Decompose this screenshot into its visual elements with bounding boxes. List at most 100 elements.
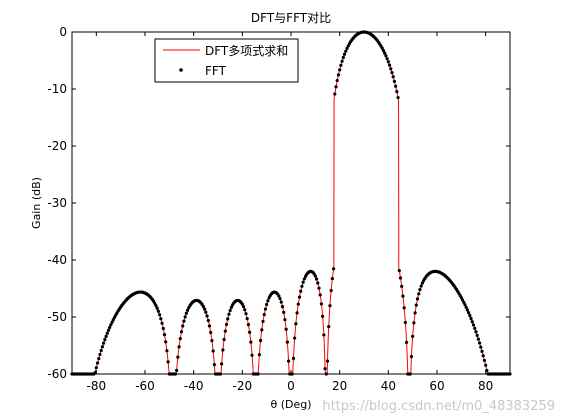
fft-data-point xyxy=(183,315,187,319)
fft-data-point xyxy=(210,339,214,343)
fft-data-point xyxy=(166,360,170,364)
fft-data-point xyxy=(159,317,163,321)
fft-data-point xyxy=(206,318,210,323)
fft-data-point xyxy=(293,336,297,340)
fft-data-point xyxy=(297,295,302,299)
fft-data-point xyxy=(480,349,484,353)
fft-data-point xyxy=(467,311,471,315)
fft-data-point xyxy=(181,324,185,328)
fft-data-point xyxy=(226,317,230,321)
fft-data-point xyxy=(419,284,423,288)
fft-data-point xyxy=(338,68,342,72)
fft-data-point xyxy=(109,323,113,327)
fft-data-point xyxy=(408,372,412,376)
fft-data-point xyxy=(415,297,420,301)
fft-data-point xyxy=(335,78,339,83)
fft-data-point xyxy=(280,305,285,309)
fft-data-point xyxy=(463,303,467,307)
legend-box xyxy=(154,38,299,83)
fft-data-point xyxy=(185,308,190,312)
fft-data-point xyxy=(279,300,283,304)
fft-data-point xyxy=(261,319,265,324)
y-tick-label: -60 xyxy=(47,367,67,381)
fft-data-point xyxy=(277,294,281,298)
fft-data-point xyxy=(468,314,472,318)
fft-data-point xyxy=(244,312,248,316)
fft-data-point xyxy=(154,303,158,308)
fft-data-point xyxy=(156,309,160,313)
fft-data-point xyxy=(482,358,487,363)
fft-data-point xyxy=(209,330,213,335)
fft-data-point xyxy=(246,323,251,327)
fft-data-point xyxy=(221,348,225,352)
fft-data-point xyxy=(418,287,422,292)
fft-data-point xyxy=(462,300,466,304)
y-tick-label: 0 xyxy=(59,25,67,39)
fft-data-point xyxy=(249,340,253,344)
fft-data-point xyxy=(153,301,157,305)
fft-data-point xyxy=(400,284,404,288)
legend-dft-label: DFT多项式求和 xyxy=(205,44,288,58)
fft-data-point xyxy=(102,341,106,345)
x-axis-ticks: -80 -60 -40 -20 0 20 40 60 80 xyxy=(87,32,493,393)
fft-data-point xyxy=(331,267,336,271)
fft-data-point xyxy=(389,67,393,71)
fft-data-point xyxy=(211,349,215,353)
fft-data-point xyxy=(333,92,337,96)
fft-data-point xyxy=(165,349,169,353)
fft-data-point xyxy=(155,306,159,310)
fft-data-point xyxy=(314,277,319,281)
fft-data-point xyxy=(460,298,465,302)
fft-data-point xyxy=(417,292,421,296)
fft-data-point xyxy=(260,328,264,332)
fft-data-point xyxy=(336,73,341,77)
fft-data-point xyxy=(390,71,394,75)
fft-data-point xyxy=(323,367,327,371)
fft-data-point xyxy=(295,311,299,315)
fft-data-point xyxy=(409,355,414,359)
fft-data-point xyxy=(263,307,268,311)
fft-data-point xyxy=(285,340,289,344)
legend: DFT多项式求和 FFT xyxy=(154,38,299,83)
y-tick-label: -50 xyxy=(47,310,67,324)
fft-data-point xyxy=(106,328,111,332)
fft-data-point xyxy=(110,320,114,324)
fft-data-point xyxy=(317,286,321,290)
fft-data-point xyxy=(391,75,395,79)
fft-data-point xyxy=(105,331,109,335)
fft-data-point xyxy=(394,84,398,88)
fft-data-point xyxy=(411,334,415,338)
fft-data-point xyxy=(301,280,305,284)
fft-data-point xyxy=(258,338,263,343)
fft-data-point xyxy=(203,307,207,311)
fft-data-point xyxy=(160,321,164,325)
fft-data-point xyxy=(470,320,474,324)
plot-frame xyxy=(71,31,511,375)
fft-data-point xyxy=(284,327,288,331)
fft-data-point xyxy=(327,324,331,329)
fft-data-point xyxy=(481,354,485,358)
fft-data-point xyxy=(471,323,476,327)
fft-data-point xyxy=(464,305,468,309)
x-tick-label: -60 xyxy=(135,379,155,393)
fft-data-point xyxy=(222,337,226,342)
fft-data-point xyxy=(207,324,212,328)
y-axis-ticks: 0 -10 -20 -30 -40 -50 -60 xyxy=(47,25,510,381)
fft-data-point xyxy=(322,333,326,337)
fft-data-point xyxy=(108,325,112,330)
fft-data-point xyxy=(412,321,416,325)
fft-data-point xyxy=(93,370,97,375)
fft-data-point xyxy=(100,345,105,349)
fft-data-point xyxy=(241,305,246,309)
fft-data-point xyxy=(484,363,488,367)
fft-data-point xyxy=(164,340,168,344)
fft-data-point xyxy=(404,340,409,344)
fft-data-point xyxy=(381,48,386,53)
fft-data-point xyxy=(316,281,320,285)
plot-area: -80 -60 -40 -20 0 20 40 60 80 0 -10 -20 -30 -40 -50 -6… xyxy=(47,25,512,393)
fft-data-point xyxy=(328,304,332,308)
fft-data-point xyxy=(218,372,223,376)
y-axis-label: Gain (dB) xyxy=(30,177,43,229)
fft-data-point xyxy=(283,318,287,322)
fft-data-point xyxy=(321,314,325,318)
